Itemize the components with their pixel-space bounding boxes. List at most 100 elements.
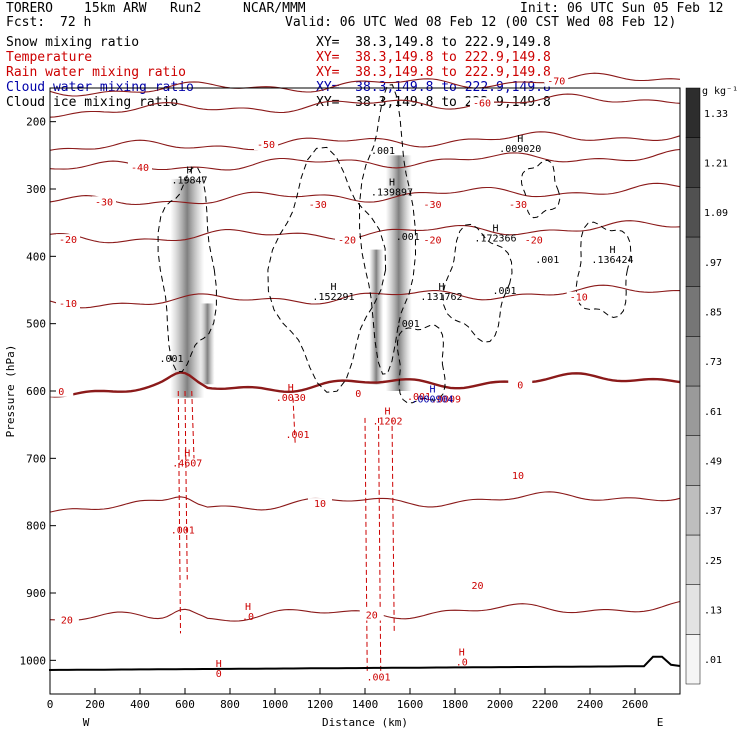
rain-contour <box>191 390 195 459</box>
colorbar-tick-label: .73 <box>704 357 722 368</box>
isotherm-label: -10 <box>59 299 77 310</box>
isotherm-label: 0 <box>58 387 64 398</box>
colorbar-tick-label: .85 <box>704 308 722 319</box>
isotherm-label-bg <box>56 298 80 310</box>
isotherm-label: -40 <box>131 163 149 174</box>
colorbar-cell <box>685 286 701 337</box>
rain-max-value: .0 <box>242 612 254 623</box>
isotherm-label-bg <box>346 388 371 400</box>
snow-shading <box>369 249 384 385</box>
rain-max-h: H <box>184 448 190 459</box>
snow-shading <box>170 178 205 398</box>
isotherm-label-bg <box>420 234 445 246</box>
rain-max-value: .0 <box>456 658 468 669</box>
x-tick-label: 400 <box>130 698 150 711</box>
terrain-line <box>49 655 681 671</box>
rain-max-value: .1202 <box>372 417 402 428</box>
rain-max-value: .4607 <box>172 458 202 469</box>
colorbar-tick-label: .25 <box>704 556 722 567</box>
snow-max-h: H <box>186 166 192 177</box>
header-fcst: Fcst: <box>6 15 46 30</box>
field-name: Temperature <box>6 50 93 65</box>
colorbar-unit: g kg⁻¹ <box>702 86 738 97</box>
colorbar-tick-label: 1.09 <box>704 208 728 219</box>
rain-contour <box>364 417 368 674</box>
header-resolution: 15km ARW <box>84 1 147 16</box>
header-fcst-hours: 72 h <box>60 15 92 30</box>
x-tick-label: 0 <box>47 698 54 711</box>
isotherm-line <box>49 220 681 244</box>
isotherm-label-bg <box>128 161 152 173</box>
isotherm-label: -30 <box>309 200 327 211</box>
snow-max-h: H <box>492 224 498 235</box>
snow-max-value: .001 <box>535 255 559 266</box>
x-tick-label: 1000 <box>262 698 289 711</box>
colorbar-cell <box>685 534 701 585</box>
rain-max-value: .0009 <box>431 394 461 405</box>
snow-max-value: .19847 <box>171 176 207 187</box>
snow-contour <box>442 223 513 343</box>
header-run: Run2 <box>170 1 202 16</box>
snow-max-value: .136424 <box>591 255 633 266</box>
colorbar-cell <box>685 634 701 685</box>
colorbar-tick-label: 1.21 <box>704 159 728 170</box>
snow-shading <box>385 155 412 391</box>
y-tick-label: 400 <box>26 250 46 263</box>
isotherm-label-bg <box>49 385 74 397</box>
y-tick-label: 900 <box>26 587 46 600</box>
isotherm-label: -20 <box>338 236 356 247</box>
x-tick-label: 2200 <box>532 698 559 711</box>
colorbar-cell <box>685 87 701 138</box>
isotherm-label: -30 <box>509 200 527 211</box>
snow-max-value: .152291 <box>312 292 354 303</box>
isotherm-label-bg <box>56 234 80 246</box>
rain-contour <box>378 417 382 674</box>
isotherm-label: 20 <box>366 611 378 622</box>
isotherm-label: -20 <box>59 235 77 246</box>
colorbar-tick-label: .13 <box>704 606 722 617</box>
isotherm-label-bg <box>92 196 116 208</box>
x-tick-label: 2600 <box>622 698 649 711</box>
header-init: Init: 06 UTC Sun 05 Feb 12 <box>520 1 724 16</box>
isotherm-label: 10 <box>314 499 326 510</box>
snow-max-value: .172366 <box>474 234 516 245</box>
colorbar-tick-label: .61 <box>704 407 722 418</box>
cloud-water-max-h: H <box>429 384 435 395</box>
isotherm-label-bg <box>506 470 530 482</box>
isotherm-label-bg <box>566 291 591 303</box>
west-label: W <box>83 716 90 729</box>
rain-max-value: .001 <box>407 392 431 403</box>
snow-contour <box>520 159 561 219</box>
isotherm-label-bg <box>305 198 330 210</box>
rain-max-value: .0030 <box>276 393 306 404</box>
colorbar-cell <box>685 137 701 188</box>
isotherm-label: 0 <box>517 380 523 391</box>
isotherm-label-bg <box>420 198 445 210</box>
y-tick-label: 700 <box>26 452 46 465</box>
colorbar-tick-label: .49 <box>704 457 722 468</box>
x-tick-label: 600 <box>175 698 195 711</box>
y-tick-label: 600 <box>26 385 46 398</box>
x-tick-label: 1600 <box>397 698 424 711</box>
isotherm-label-bg <box>308 498 332 510</box>
isotherm-label: -30 <box>95 197 113 208</box>
cloud-water-max-value: .000904 <box>411 394 453 405</box>
isotherm-line <box>49 371 681 398</box>
rain-max-h: H <box>288 383 294 394</box>
x-tick-label: 2400 <box>577 698 604 711</box>
isotherm-label: 10 <box>512 471 524 482</box>
isotherm-line <box>49 491 681 513</box>
isotherm-label: -60 <box>473 98 491 109</box>
rain-max-value: 0 <box>216 669 222 680</box>
rain-max-h: H <box>216 659 222 670</box>
rain-max-value: .001 <box>285 430 309 441</box>
isotherm-label: -10 <box>570 293 588 304</box>
snow-max-value: .001 <box>492 286 516 297</box>
isotherm-label-bg <box>470 97 494 109</box>
isotherm-label: 0 <box>355 389 361 400</box>
y-tick-label: 500 <box>26 318 46 331</box>
isotherm-label-bg <box>54 614 79 626</box>
snow-max-value: .139897 <box>371 188 413 199</box>
snow-max-value: .001 <box>396 319 420 330</box>
